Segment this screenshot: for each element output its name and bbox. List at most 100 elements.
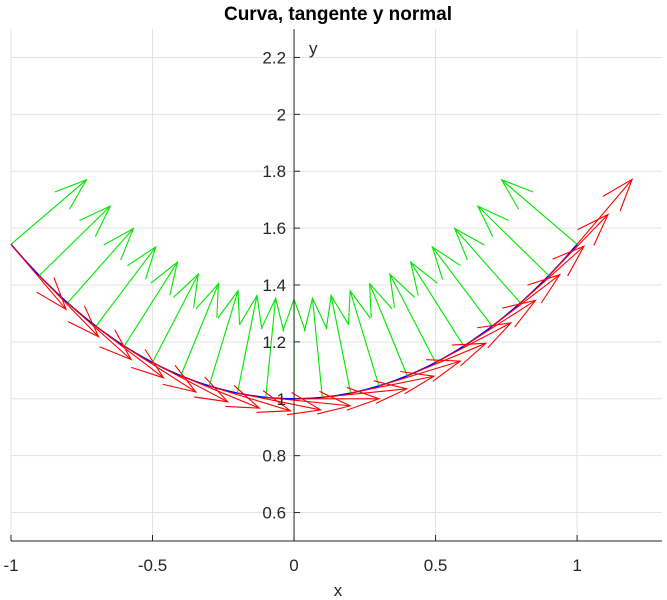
tangent-arrow-18-shaft bbox=[520, 245, 585, 304]
normal-arrow-13-shaft bbox=[349, 290, 380, 387]
normal-arrow-5-shaft bbox=[152, 273, 199, 363]
tangent-arrow-12 bbox=[350, 370, 436, 395]
normal-arrow-18 bbox=[453, 227, 521, 304]
y-tick-label-7: 2 bbox=[277, 105, 286, 124]
normal-arrow-9-shaft bbox=[265, 298, 277, 398]
normal-arrow-7-head bbox=[217, 289, 241, 325]
tangent-arrow-0-head bbox=[36, 277, 68, 311]
normal-arrow-5 bbox=[152, 272, 200, 363]
tangent-arrow-1-head bbox=[67, 305, 100, 338]
tangent-arrow-9-shaft bbox=[265, 396, 351, 407]
tangent-arrow-15 bbox=[435, 322, 513, 363]
normal-arrow-6 bbox=[180, 282, 220, 376]
y-tick-label-5: 1.6 bbox=[262, 219, 286, 238]
normal-arrow-14 bbox=[368, 282, 408, 376]
normal-arrow-11 bbox=[303, 296, 328, 398]
normal-arrow-18-shaft bbox=[454, 228, 521, 304]
normal-arrow-7 bbox=[208, 289, 241, 387]
tangent-arrow-7 bbox=[208, 385, 292, 413]
tangent-arrow-3 bbox=[95, 325, 165, 379]
tangent-arrow-5 bbox=[152, 361, 230, 403]
normal-arrow-14-head bbox=[368, 282, 393, 318]
x-tick-label-1: -0.5 bbox=[138, 556, 167, 575]
normal-arrow-14-shaft bbox=[369, 283, 408, 376]
tangent-arrow-5-shaft bbox=[152, 361, 229, 403]
normal-arrow-13-head bbox=[347, 289, 371, 325]
tangent-arrow-11 bbox=[322, 380, 409, 404]
tangent-arrow-3-head bbox=[131, 349, 165, 379]
normal-arrow-15 bbox=[389, 272, 437, 363]
normal-arrow-19-head bbox=[476, 204, 509, 237]
normal-arrow-1-shaft bbox=[38, 205, 111, 277]
normal-arrow-12-head bbox=[325, 293, 349, 330]
tangent-arrow-20 bbox=[576, 178, 634, 245]
tangent-arrow-20-head bbox=[602, 178, 634, 212]
normal-arrow-6-head bbox=[195, 282, 220, 318]
tangent-arrow-18 bbox=[520, 245, 586, 304]
normal-arrow-2-shaft bbox=[67, 228, 134, 304]
y-tick-label-1: 0.8 bbox=[262, 447, 286, 466]
tangent-arrow-19 bbox=[548, 213, 610, 276]
normal-arrow-12-shaft bbox=[330, 295, 352, 394]
y-tick-label-3: 1.2 bbox=[262, 333, 286, 352]
normal-arrow-6-shaft bbox=[180, 283, 219, 376]
tangent-vectors bbox=[10, 178, 634, 416]
tangent-arrow-4-shaft bbox=[123, 345, 197, 393]
y-tick-label-6: 1.8 bbox=[262, 162, 286, 181]
tangent-arrow-14-shaft bbox=[407, 342, 487, 377]
tangent-arrow-19-head bbox=[577, 213, 610, 246]
y-tick-label-4: 1.4 bbox=[262, 276, 286, 295]
tangent-arrow-1 bbox=[38, 275, 100, 338]
tangent-arrow-16-head bbox=[502, 299, 537, 328]
normal-arrow-16-shaft bbox=[410, 261, 465, 347]
normal-arrow-19 bbox=[476, 204, 550, 277]
normal-arrow-17-head bbox=[431, 245, 461, 280]
tangent-arrow-20-shaft bbox=[576, 178, 633, 245]
normal-arrow-0-head bbox=[54, 178, 88, 210]
tangent-arrow-2-shaft bbox=[67, 302, 132, 360]
normal-arrow-4 bbox=[123, 260, 179, 347]
normal-arrow-0 bbox=[10, 178, 88, 245]
normal-arrow-15-shaft bbox=[389, 273, 437, 363]
normal-arrow-11-shaft bbox=[311, 298, 323, 398]
tangent-arrow-15-shaft bbox=[435, 322, 512, 363]
tangent-arrow-0 bbox=[10, 243, 68, 311]
normal-arrow-0-shaft bbox=[10, 179, 87, 245]
tangent-arrow-13 bbox=[378, 359, 462, 387]
tangent-arrow-13-shaft bbox=[378, 360, 461, 387]
tangent-arrow-11-head bbox=[373, 380, 409, 404]
normal-arrow-19-shaft bbox=[477, 205, 550, 277]
y-axis-label: y bbox=[309, 39, 318, 58]
normal-arrow-3-shaft bbox=[95, 246, 157, 327]
tangent-arrow-2 bbox=[67, 302, 133, 361]
normal-arrow-20-shaft bbox=[501, 179, 578, 245]
normal-arrow-18-head bbox=[453, 227, 485, 261]
normal-arrow-4-shaft bbox=[123, 261, 178, 347]
normal-arrow-12 bbox=[325, 293, 352, 394]
normal-arrow-8-shaft bbox=[236, 295, 258, 394]
normal-arrow-3-head bbox=[127, 245, 157, 280]
normal-arrow-11-head bbox=[303, 296, 328, 332]
normal-arrow-1-head bbox=[79, 204, 112, 237]
grid bbox=[10, 29, 662, 541]
tangent-arrow-7-shaft bbox=[208, 385, 291, 412]
normal-vectors bbox=[10, 178, 578, 399]
normal-arrow-17-shaft bbox=[431, 246, 493, 327]
tangent-arrow-17 bbox=[491, 273, 562, 327]
tangent-arrow-0-shaft bbox=[10, 243, 67, 310]
y-tick-label-0: 0.6 bbox=[262, 504, 286, 523]
x-tick-label-4: 1 bbox=[572, 556, 581, 575]
normal-arrow-1 bbox=[38, 204, 112, 277]
normal-arrow-16 bbox=[409, 260, 465, 347]
normal-arrow-9 bbox=[260, 296, 285, 398]
normal-arrow-20 bbox=[500, 178, 578, 245]
y-tick-label-8: 2.2 bbox=[262, 48, 286, 67]
normal-arrow-3 bbox=[95, 245, 157, 327]
normal-arrow-4-head bbox=[150, 260, 179, 296]
tangent-arrow-17-head bbox=[527, 273, 562, 304]
tangent-arrow-17-shaft bbox=[491, 274, 561, 327]
tangent-arrow-16-shaft bbox=[463, 299, 536, 347]
tangent-arrow-8-head bbox=[286, 391, 323, 416]
normal-arrow-8-head bbox=[239, 293, 263, 330]
tangent-arrow-5-head bbox=[194, 376, 230, 403]
